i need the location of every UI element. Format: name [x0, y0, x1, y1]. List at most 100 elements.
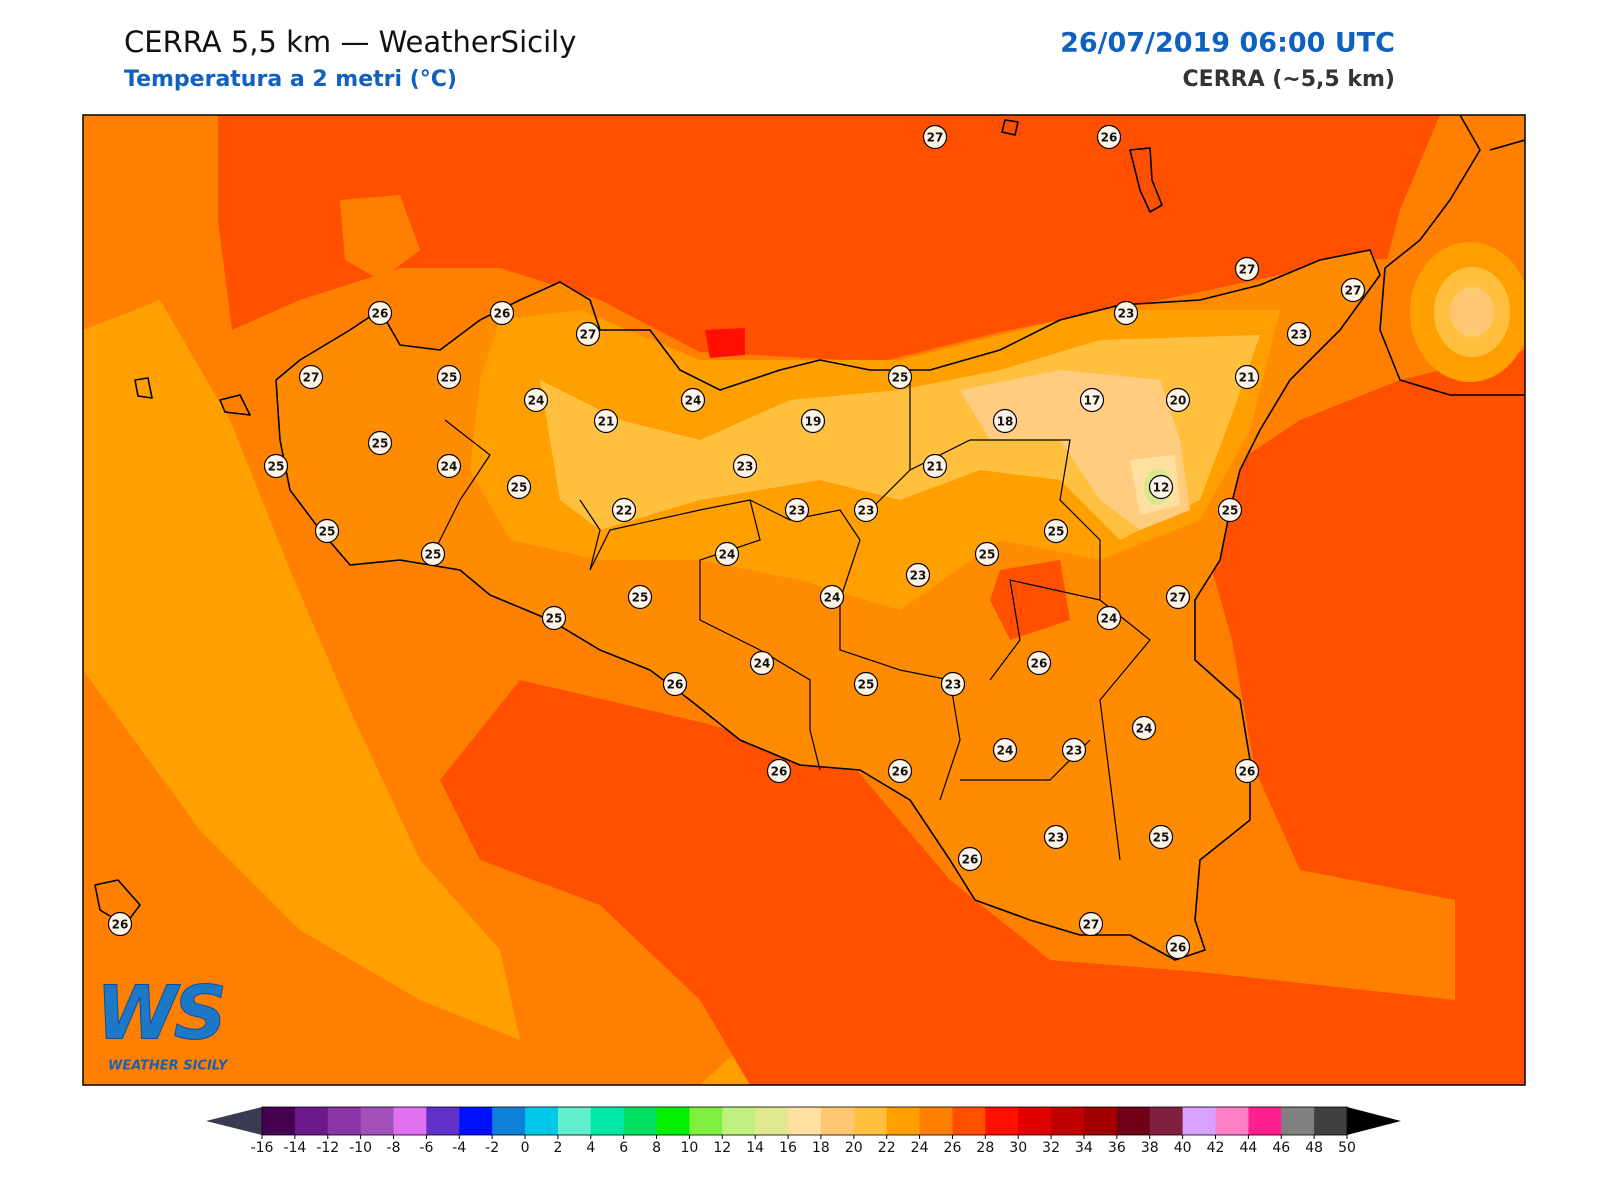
station-marker [1148, 824, 1174, 850]
field [440, 680, 1455, 1085]
station-marker [1026, 650, 1052, 676]
station-value: 25 [1222, 504, 1239, 518]
station: 27 [1340, 277, 1366, 303]
station-marker [1165, 584, 1191, 610]
island [94, 119, 1163, 926]
colorbar-tick-label: 38 [1141, 1140, 1159, 1156]
station-marker [1079, 387, 1105, 413]
station-value: 26 [1031, 657, 1048, 671]
station-marker [107, 911, 133, 937]
station-marker [784, 497, 810, 523]
colorbar-over [1347, 1107, 1401, 1135]
colorbar-swatch [788, 1107, 822, 1135]
station-marker [749, 650, 775, 676]
station: 27 [1165, 584, 1191, 610]
colorbar-tick-label: 18 [812, 1140, 830, 1156]
colorbar-tick-label: 24 [911, 1140, 929, 1156]
station: 20 [1165, 387, 1191, 413]
station-marker [367, 300, 393, 326]
station-value: 24 [824, 591, 841, 605]
run-time: 26/07/2019 06:00 UTC [1060, 28, 1395, 59]
station-marker [1043, 518, 1069, 544]
logo: WS WEATHER SICILY [96, 970, 230, 1074]
station-value: 27 [1083, 918, 1100, 932]
colorbar-tick-label: 44 [1239, 1140, 1257, 1156]
colorbar-swatch [262, 1107, 296, 1135]
station-value: 24 [441, 460, 458, 474]
map [83, 115, 1525, 1085]
title: CERRA 5,5 km — WeatherSicily [124, 25, 576, 59]
colorbar-swatch [590, 1107, 625, 1135]
station: 26 [1234, 758, 1260, 784]
station-value: 24 [1101, 612, 1118, 626]
colorbar-swatch [722, 1107, 756, 1135]
station-value: 25 [546, 612, 563, 626]
station-value: 24 [1136, 722, 1153, 736]
colorbar-swatch [1314, 1107, 1348, 1135]
station-value: 27 [927, 131, 944, 145]
station: 26 [887, 758, 913, 784]
station-value: 27 [1239, 263, 1256, 277]
station-value: 12 [1153, 481, 1170, 495]
colorbar-tick-label: 6 [619, 1140, 628, 1156]
colorbar-swatch [1018, 1107, 1052, 1135]
colorbar-tick-label: 34 [1075, 1140, 1093, 1156]
colorbar-tick-label: 8 [652, 1140, 661, 1156]
station-value: 26 [1239, 765, 1256, 779]
colorbar-tick-label: 50 [1338, 1140, 1356, 1156]
station: 25 [367, 430, 393, 456]
station-marker [680, 387, 706, 413]
colorbar-swatch [426, 1107, 460, 1135]
colorbar-tick-label: 28 [976, 1140, 994, 1156]
colorbar-swatch [1248, 1107, 1282, 1135]
station: 25 [887, 364, 913, 390]
station-value: 25 [319, 525, 336, 539]
colorbar-tick-label: 30 [1009, 1140, 1027, 1156]
station-marker [611, 497, 637, 523]
field [218, 115, 1525, 362]
colorbar-tick-label: 20 [845, 1140, 863, 1156]
station-value: 20 [1170, 394, 1187, 408]
station: 23 [784, 497, 810, 523]
station-marker [1286, 321, 1312, 347]
field [1205, 350, 1525, 1085]
station: 23 [1113, 300, 1139, 326]
colorbar-swatch [393, 1107, 427, 1135]
station-value: 26 [1101, 131, 1118, 145]
colorbar-swatch [755, 1107, 789, 1135]
station-marker [922, 453, 948, 479]
station-marker [575, 321, 601, 347]
station-value: 26 [1170, 941, 1187, 955]
station-value: 26 [372, 307, 389, 321]
model-label: CERRA (~5,5 km) [1183, 67, 1395, 92]
station-marker [1096, 605, 1122, 631]
station: 24 [436, 453, 462, 479]
station-marker [1131, 715, 1157, 741]
station: 24 [714, 541, 740, 567]
colorbar-swatch [623, 1107, 658, 1135]
station: 25 [627, 584, 653, 610]
station-value: 25 [1048, 525, 1065, 539]
station-value: 25 [268, 460, 285, 474]
colorbar-tick-label: 22 [878, 1140, 896, 1156]
colorbar-tick-label: -14 [283, 1140, 306, 1156]
station: 24 [749, 650, 775, 676]
station-marker [853, 497, 879, 523]
station-value: 23 [858, 504, 875, 518]
colorbar-tick-label: -8 [387, 1140, 401, 1156]
station: 25 [506, 474, 532, 500]
station: 27 [298, 364, 324, 390]
colorbar-tick-label: 46 [1272, 1140, 1290, 1156]
station-value: 21 [927, 460, 944, 474]
station: 23 [853, 497, 879, 523]
colorbar-tick-label: 36 [1108, 1140, 1126, 1156]
station-marker [957, 846, 983, 872]
station-marker [627, 584, 653, 610]
station-marker [1165, 934, 1191, 960]
colorbar-tick-label: 14 [746, 1140, 764, 1156]
colorbar-swatch [492, 1107, 526, 1135]
station: 26 [1026, 650, 1052, 676]
station: 19 [800, 408, 826, 434]
station-marker [905, 562, 931, 588]
station-value: 27 [1345, 284, 1362, 298]
